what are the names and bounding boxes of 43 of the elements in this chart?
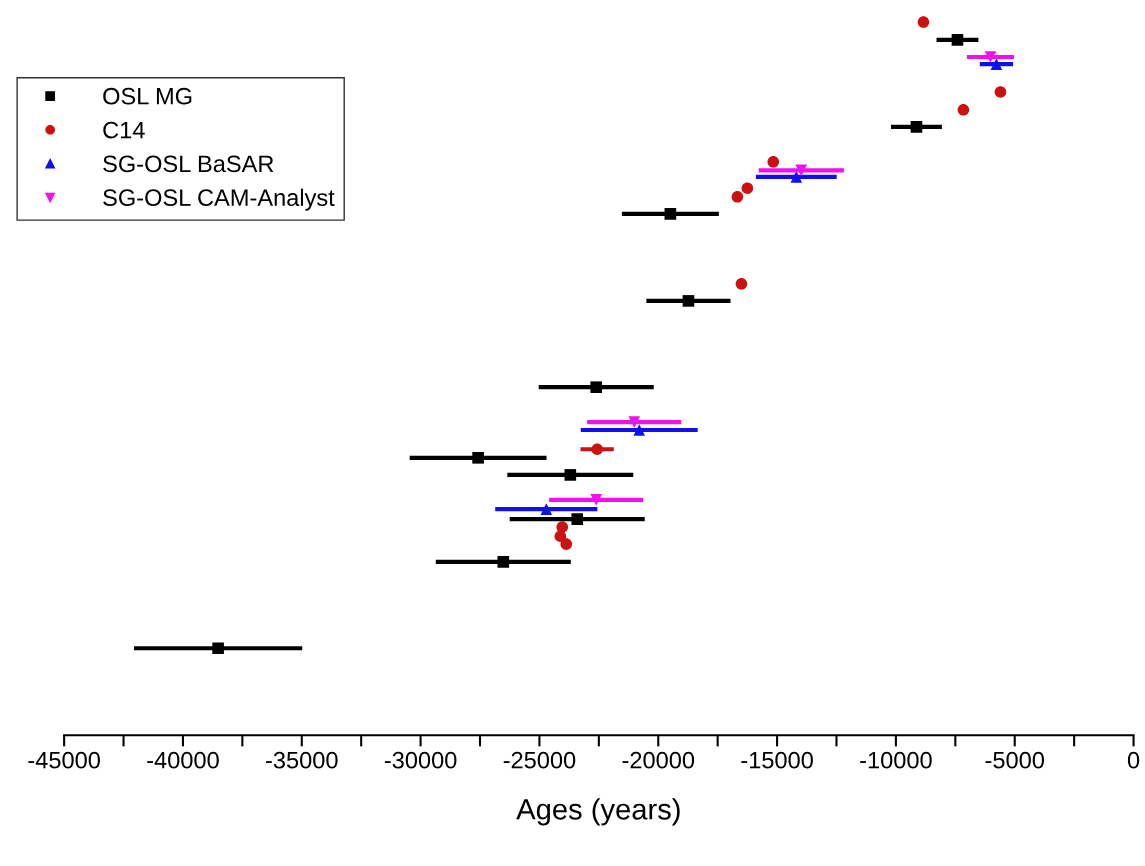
point <box>540 503 553 515</box>
point <box>554 530 567 543</box>
point <box>571 513 584 525</box>
x-tick-label: 0 <box>1127 751 1140 769</box>
point <box>735 277 748 290</box>
x-tick-label: -10000 <box>860 751 932 769</box>
point <box>767 156 780 168</box>
point <box>910 121 923 133</box>
point <box>790 171 803 183</box>
x-tick-label: -20000 <box>622 751 695 769</box>
legend-label: SG-OSL CAM-Analyst <box>103 188 335 211</box>
point <box>590 381 603 394</box>
x-tick-label: -45000 <box>28 751 100 769</box>
point <box>984 51 997 63</box>
point <box>472 452 484 464</box>
legend-label: SG-OSL BaSAR <box>103 155 274 173</box>
legend-label: C14 <box>103 121 145 139</box>
x-axis-title: Ages (years) <box>516 798 680 826</box>
point <box>628 416 641 428</box>
point <box>741 182 754 195</box>
x-tick-label: -25000 <box>503 751 576 769</box>
point <box>917 16 930 28</box>
point <box>560 538 573 550</box>
point <box>497 556 510 568</box>
legend-label: OSL MG <box>103 87 192 105</box>
x-tick-label: -30000 <box>384 751 457 769</box>
point <box>664 208 677 220</box>
point <box>994 86 1007 98</box>
point <box>564 469 577 481</box>
x-tick-label: -5000 <box>985 751 1044 769</box>
point <box>990 58 1003 70</box>
point <box>212 642 224 655</box>
point <box>633 424 646 436</box>
point <box>795 164 808 177</box>
point <box>590 494 603 506</box>
point <box>957 103 970 116</box>
point <box>951 34 964 46</box>
point <box>591 443 603 456</box>
x-tick-label: -40000 <box>147 751 219 769</box>
point <box>682 295 695 307</box>
x-tick-label: -15000 <box>741 751 813 769</box>
point <box>731 190 744 203</box>
x-tick-label: -35000 <box>266 751 338 769</box>
